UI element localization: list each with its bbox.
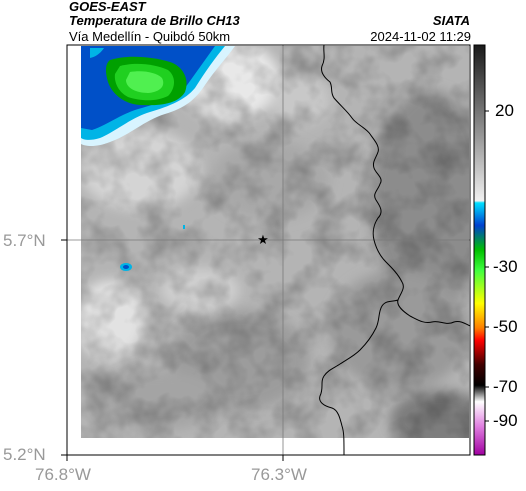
star-icon: ★ [257, 233, 269, 248]
department-border [319, 44, 471, 456]
datetime-label: 2024-11-02 11:29 [370, 29, 471, 44]
lat-tick-label: 5.7°N [3, 231, 46, 250]
org-label: SIATA [432, 13, 470, 28]
region-label: Vía Medellín - Quibdó 50km [69, 29, 231, 44]
colorbar-tick-label: -90 [493, 411, 518, 430]
colorbar-tick-label: -70 [493, 377, 518, 396]
satellite-label: GOES-EAST [69, 0, 146, 14]
lat-tick-label: 5.2°N [3, 445, 46, 464]
lon-tick-label: 76.3°W [251, 465, 307, 484]
colorbar-tick-label: -50 [493, 317, 518, 336]
colorbar-tick-label: 20 [495, 101, 514, 120]
colorbar [473, 44, 489, 456]
lon-tick-label: 76.8°W [35, 465, 91, 484]
axes-border [66, 44, 471, 456]
satellite-imagery [81, 46, 469, 438]
colorbar-tick-label: -30 [493, 257, 518, 276]
product-title: Temperatura de Brillo CH13 [69, 13, 240, 28]
